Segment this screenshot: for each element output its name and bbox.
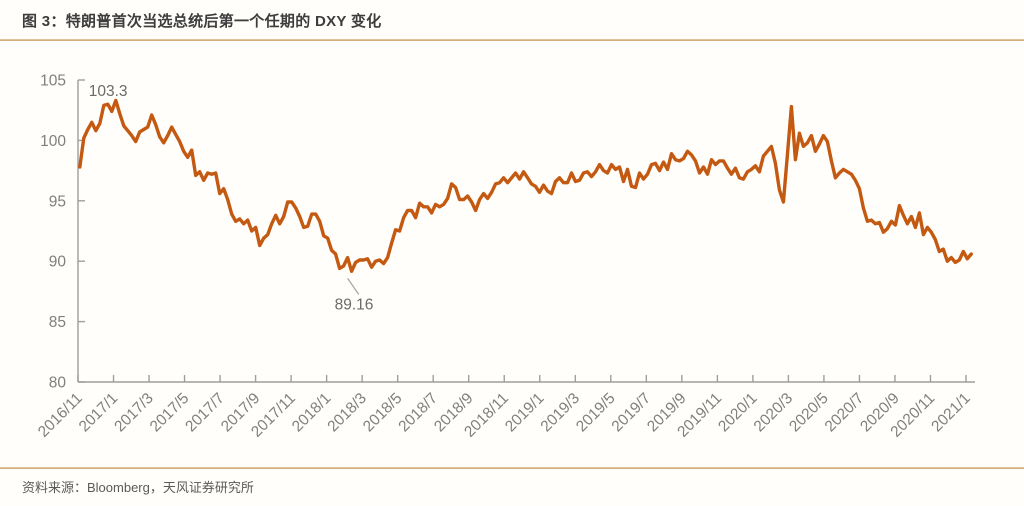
x-tick-label: 2020/3 (751, 390, 797, 436)
x-tick-label: 2019/5 (573, 390, 619, 436)
x-tick-label: 2019/1 (502, 390, 548, 436)
y-tick-label: 105 (40, 73, 66, 90)
x-tick-label: 2018/5 (360, 390, 406, 436)
y-tick-label: 90 (49, 254, 67, 271)
x-tick-label: 2020/5 (786, 390, 832, 436)
x-tick-label: 2018/1 (289, 390, 335, 436)
x-tick-label: 2019/3 (538, 390, 584, 436)
x-tick-label: 2017/1 (76, 390, 122, 436)
x-tick-label: 2018/3 (324, 390, 370, 436)
x-tick-label: 2018/7 (395, 390, 441, 436)
max-annotation: 103.3 (89, 83, 128, 100)
min-annotation-leader (347, 277, 360, 295)
x-tick-label: 2019/7 (609, 390, 655, 436)
x-tick-label: 2020/7 (822, 390, 868, 436)
figure-title: 图 3：特朗普首次当选总统后第一个任期的 DXY 变化 (22, 13, 382, 30)
source-note: 资料来源：Bloomberg，天风证券研究所 (22, 480, 254, 495)
x-tick-label: 2020/1 (715, 390, 761, 436)
y-tick-label: 80 (49, 375, 67, 392)
min-annotation: 89.16 (335, 296, 374, 313)
dxy-series-line (78, 98, 973, 273)
title-divider (0, 39, 1024, 41)
footer-divider (0, 467, 1024, 469)
y-tick-label: 100 (40, 133, 66, 150)
x-tick-label: 2017/3 (111, 390, 157, 436)
y-tick-label: 85 (49, 314, 66, 331)
y-tick-label: 95 (49, 193, 66, 210)
x-tick-label: 2017/5 (147, 390, 193, 436)
chart-area: 105 100 95 90 85 80 2016/11 2017/1 2017/3 2017/5 2… (35, 73, 975, 441)
dxy-line-chart: 105100959085802016/112017/12017/32017/52… (35, 73, 975, 441)
x-tick-label: 2021/1 (928, 390, 974, 436)
x-tick-label: 2016/11 (35, 390, 86, 441)
x-tick-label: 2017/7 (182, 390, 228, 436)
